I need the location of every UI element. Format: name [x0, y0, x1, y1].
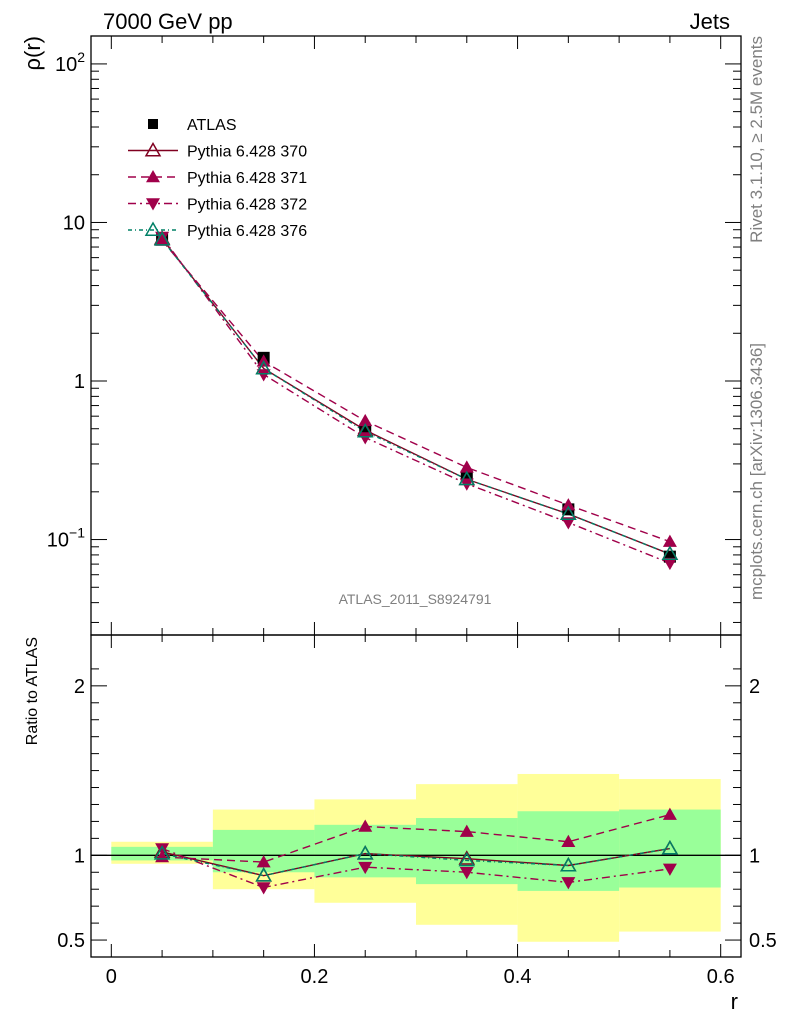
legend-marker-p371 — [146, 170, 160, 183]
point-p371 — [662, 534, 677, 547]
top-y-tick-label: 10−1 — [47, 525, 85, 552]
legend-marker-p370 — [144, 141, 162, 157]
point-p371 — [459, 460, 474, 473]
ratio-point-p376 — [458, 851, 476, 867]
point-p372 — [358, 432, 373, 445]
ratio-point-p371 — [662, 807, 677, 820]
ratio-point-p372 — [459, 867, 474, 880]
ratio-point-p372 — [561, 877, 576, 890]
ratio-point-p372 — [256, 882, 271, 895]
legend-label-p371: Pythia 6.428 371 — [187, 170, 307, 187]
point-p376 — [661, 545, 679, 561]
legend-marker-p372 — [146, 198, 160, 211]
point-p372 — [256, 369, 271, 382]
line-p371 — [161, 240, 671, 543]
x-tick-label: 0.2 — [301, 966, 329, 988]
ratio-point-p371 — [459, 824, 474, 837]
legend-marker-p376 — [144, 221, 162, 236]
ratio-point-p376 — [560, 856, 577, 872]
bottom-y-tick-label: 1 — [74, 845, 85, 867]
ratio-point-p376 — [661, 840, 679, 855]
point-p376 — [356, 423, 374, 438]
ratio-line-p370 — [161, 847, 671, 877]
bottom-y-tick-label-right: 1 — [749, 845, 760, 867]
rivet-label: Rivet 3.1.10, ≥ 2.5M events — [747, 36, 766, 243]
legend-label-p372: Pythia 6.428 372 — [187, 197, 307, 214]
bottom-y-tick-label-right: 0.5 — [749, 930, 777, 952]
ratio-point-p376 — [255, 867, 272, 882]
point-p372 — [561, 517, 576, 530]
header-right: Jets — [690, 9, 730, 34]
ratio-point-p372 — [358, 861, 373, 875]
ratio-point-p372 — [155, 843, 170, 856]
legend-marker-atlas — [148, 119, 158, 129]
point-p376 — [560, 505, 577, 520]
point-p376 — [255, 359, 272, 375]
point-p371 — [358, 413, 373, 427]
point-p371 — [561, 498, 576, 511]
point-p376 — [458, 470, 476, 486]
x-tick-label: 0.6 — [707, 966, 735, 988]
ratio-point-p376 — [356, 845, 374, 860]
x-tick-label: 0.4 — [504, 966, 532, 988]
mcplots-label: mcplots.cern.ch [arXiv:1306.3436] — [747, 343, 766, 600]
point-p376 — [153, 231, 171, 246]
top-y-tick-label: 10 — [63, 212, 85, 234]
ratio-point-p371 — [256, 855, 271, 868]
analysis-label: ATLAS_2011_S8924791 — [339, 591, 492, 607]
legend-label-p370: Pythia 6.428 370 — [187, 144, 307, 161]
ratio-point-p371 — [561, 834, 576, 848]
top-y-axis-label: ρ(r) — [20, 36, 45, 71]
axes: 0 0.2 0.4 0.6r 102 10 1 10−1 ρ(r) 2 2 1 1 0.5 0.5 Ratio… — [20, 36, 777, 1014]
legend: ATLAS Pythia 6.428 370 Pythia 6.428 371 Pyt… — [128, 117, 307, 240]
header-left: 7000 GeV pp — [103, 9, 233, 34]
top-series — [153, 230, 679, 571]
point-p372 — [662, 557, 677, 571]
line-p370 — [161, 238, 671, 555]
ratio-uncertainty-bands — [91, 773, 741, 942]
legend-label-atlas: ATLAS — [187, 117, 237, 134]
line-p376 — [161, 239, 671, 555]
line-p372 — [161, 236, 671, 564]
x-axis-label: r — [731, 989, 738, 1014]
bottom-y-tick-label: 2 — [74, 676, 85, 698]
ratio-point-p372 — [662, 863, 677, 876]
ratio-point-p370 — [458, 850, 476, 865]
bottom-y-axis-label: Ratio to ATLAS — [24, 637, 41, 745]
x-tick-label: 0 — [106, 966, 117, 988]
top-y-tick-label: 102 — [55, 49, 85, 76]
ratio-line-p372 — [161, 847, 670, 889]
ratio-point-p371 — [358, 819, 373, 832]
ratio-point-p376 — [153, 845, 171, 860]
legend-label-p376: Pythia 6.428 376 — [187, 223, 307, 240]
bottom-y-tick-label: 0.5 — [57, 930, 85, 952]
bottom-y-tick-label-right: 2 — [749, 676, 760, 698]
ratio-line-p371 — [162, 813, 671, 863]
top-y-tick-label: 1 — [74, 371, 85, 393]
ratio-series — [153, 807, 679, 895]
